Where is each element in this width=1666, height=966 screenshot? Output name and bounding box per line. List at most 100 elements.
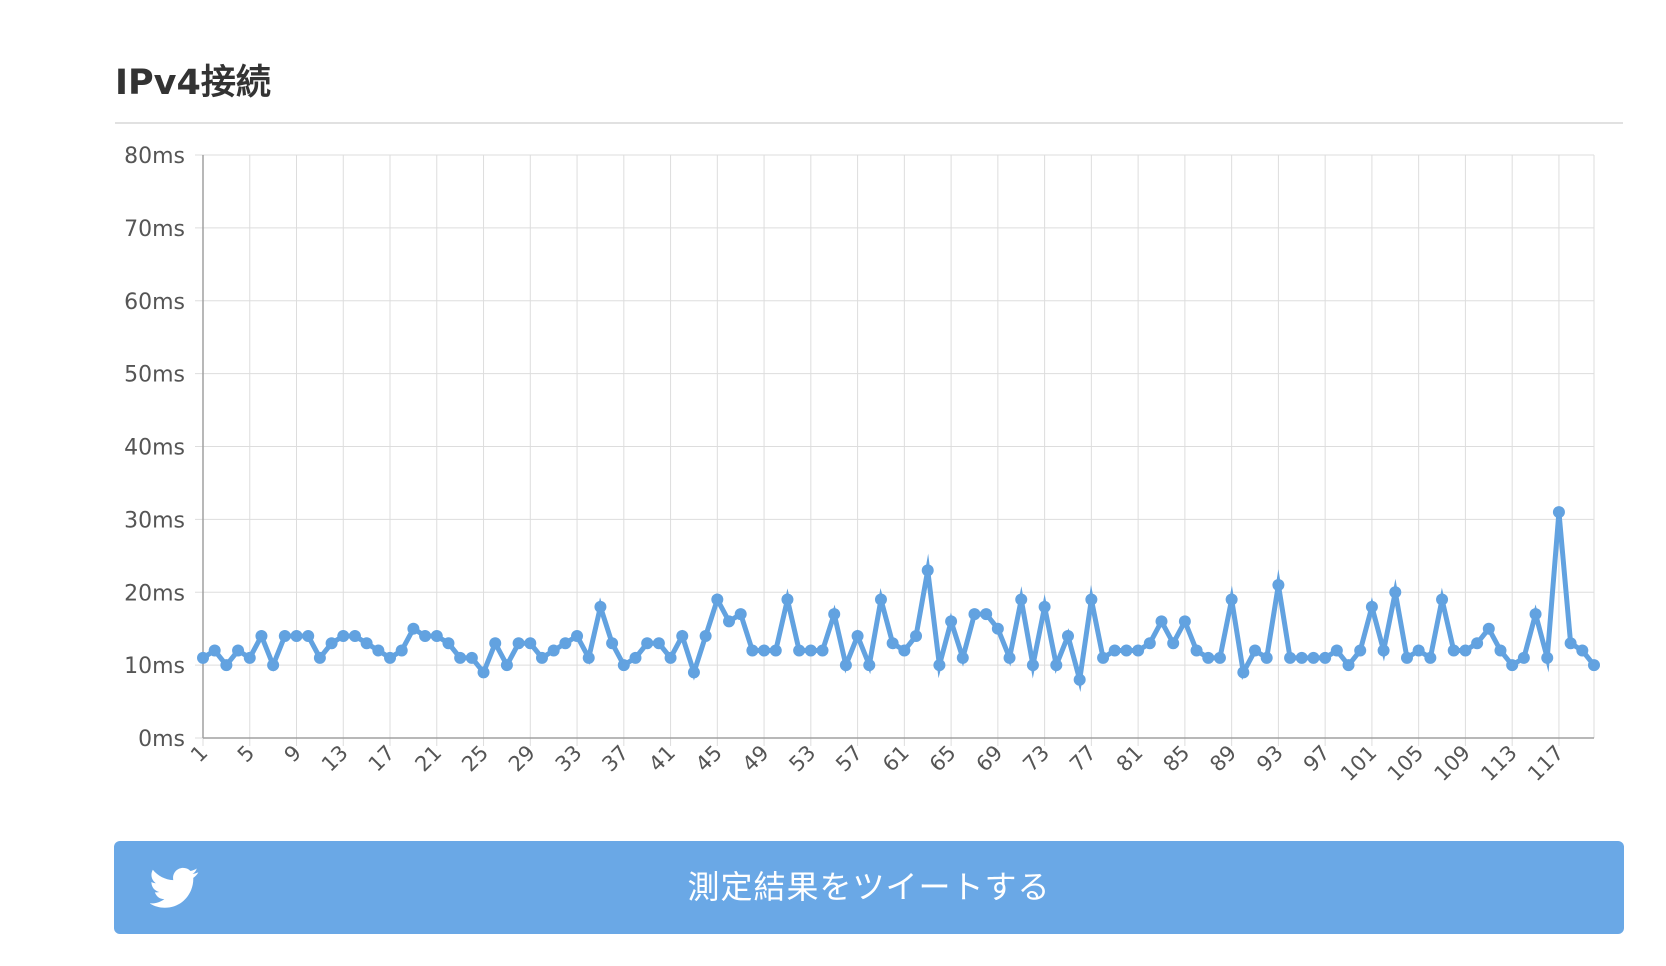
data-point <box>1412 644 1425 657</box>
x-tick-label: 49 <box>738 741 774 777</box>
data-point <box>243 651 256 664</box>
x-tick-label: 105 <box>1383 741 1428 786</box>
x-tick-label: 37 <box>597 741 633 777</box>
chart-grid <box>203 154 1595 738</box>
data-point <box>1026 659 1039 672</box>
data-point <box>290 629 303 642</box>
data-point <box>1015 593 1028 606</box>
data-point <box>465 651 478 664</box>
data-point <box>1377 644 1390 657</box>
data-point <box>348 629 361 642</box>
data-point <box>1178 615 1191 628</box>
data-point <box>933 659 946 672</box>
data-point <box>723 615 736 628</box>
data-point <box>489 637 502 650</box>
data-point <box>629 651 642 664</box>
x-tick-label: 17 <box>364 741 400 777</box>
data-point <box>430 629 443 642</box>
data-point <box>512 637 525 650</box>
data-point <box>208 644 221 657</box>
x-tick-label: 101 <box>1336 741 1381 786</box>
data-point <box>758 644 771 657</box>
data-point <box>781 593 794 606</box>
data-point <box>1365 600 1378 613</box>
x-tick-label: 45 <box>691 741 727 777</box>
data-point <box>1237 666 1250 679</box>
data-point <box>1330 644 1343 657</box>
x-tick-label: 57 <box>831 741 867 777</box>
y-tick-label: 0ms <box>138 727 185 752</box>
data-point <box>687 666 700 679</box>
data-point <box>571 629 584 642</box>
data-point <box>1400 651 1413 664</box>
data-point <box>921 564 934 577</box>
x-tick-label: 97 <box>1299 741 1335 777</box>
x-tick-label: 77 <box>1065 741 1101 777</box>
x-tick-label: 81 <box>1112 741 1148 777</box>
data-point <box>582 651 595 664</box>
twitter-bird-icon <box>150 867 199 908</box>
data-point <box>1564 637 1577 650</box>
data-point <box>302 629 315 642</box>
x-tick-label: 29 <box>504 741 540 777</box>
x-tick-label: 25 <box>457 741 493 777</box>
data-point <box>1260 651 1273 664</box>
data-point <box>956 651 969 664</box>
data-point <box>360 637 373 650</box>
y-tick-label: 80ms <box>124 144 185 169</box>
x-tick-label: 89 <box>1205 741 1241 777</box>
data-point <box>898 644 911 657</box>
x-tick-label: 5 <box>233 741 259 767</box>
data-point <box>1038 600 1051 613</box>
data-point <box>769 644 782 657</box>
data-point <box>337 629 350 642</box>
y-tick-label: 20ms <box>124 581 185 606</box>
data-point <box>793 644 806 657</box>
data-point <box>407 622 420 635</box>
data-point <box>1213 651 1226 664</box>
data-point <box>524 637 537 650</box>
data-point <box>945 615 958 628</box>
tweet-results-button[interactable]: 測定結果をツイートする <box>114 841 1624 934</box>
data-point <box>1541 651 1554 664</box>
data-point <box>1424 651 1437 664</box>
data-point <box>1085 593 1098 606</box>
data-point <box>1284 651 1297 664</box>
y-axis-tick-labels: 0ms 10ms 20ms 30ms 40ms 50ms 60ms 70ms 80ms <box>124 144 185 752</box>
x-axis-tick-labels: 1 5 9 13 17 21 25 29 33 37 41 45 49 53 57 61 65 69 73 77 81 8… <box>186 741 1568 786</box>
data-point <box>1482 622 1495 635</box>
x-tick-label: 1 <box>186 741 212 767</box>
x-tick-label: 93 <box>1252 741 1288 777</box>
data-point <box>1295 651 1308 664</box>
data-point <box>232 644 245 657</box>
data-point <box>699 629 712 642</box>
data-point <box>1167 637 1180 650</box>
data-point <box>1436 593 1449 606</box>
data-point <box>676 629 689 642</box>
y-tick-label: 50ms <box>124 363 185 388</box>
x-tick-label: 117 <box>1523 741 1568 786</box>
data-point <box>874 593 887 606</box>
data-point <box>1225 593 1238 606</box>
title-divider <box>115 122 1623 124</box>
data-point <box>1517 651 1530 664</box>
tweet-button-label: 測定結果をツイートする <box>687 869 1051 905</box>
data-point <box>454 651 467 664</box>
data-point <box>1120 644 1133 657</box>
data-point <box>1552 506 1565 519</box>
data-point <box>1576 644 1589 657</box>
data-point <box>1073 673 1086 686</box>
x-tick-label: 53 <box>784 741 820 777</box>
data-point <box>910 629 923 642</box>
x-tick-label: 109 <box>1430 741 1475 786</box>
x-tick-label: 73 <box>1018 741 1054 777</box>
x-tick-label: 65 <box>925 741 961 777</box>
data-point <box>1529 608 1542 621</box>
data-point <box>1588 659 1600 672</box>
data-point <box>395 644 408 657</box>
x-tick-label: 9 <box>280 741 306 767</box>
x-tick-label: 69 <box>972 741 1008 777</box>
x-tick-label: 85 <box>1159 741 1195 777</box>
data-point <box>1061 629 1074 642</box>
